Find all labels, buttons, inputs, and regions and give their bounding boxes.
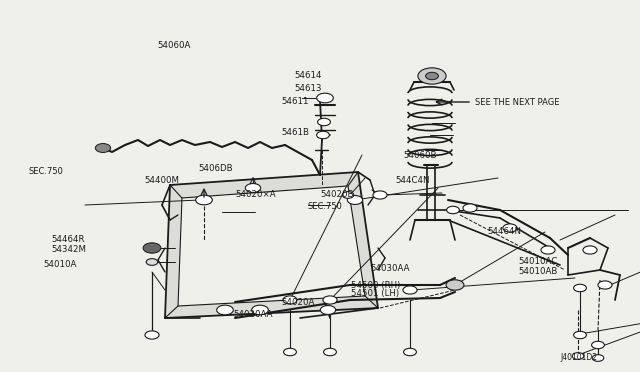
Text: 54464N: 54464N bbox=[488, 227, 522, 236]
Text: 54020×A: 54020×A bbox=[236, 190, 276, 199]
Text: 54010AB: 54010AB bbox=[518, 267, 558, 276]
Text: 54020AA: 54020AA bbox=[234, 310, 273, 319]
Circle shape bbox=[592, 355, 604, 361]
Text: 5406DB: 5406DB bbox=[198, 164, 233, 173]
Text: SEC.750: SEC.750 bbox=[29, 167, 63, 176]
Text: 54501 (LH): 54501 (LH) bbox=[351, 289, 399, 298]
Text: SEC.750: SEC.750 bbox=[307, 202, 342, 211]
Polygon shape bbox=[178, 186, 365, 306]
Circle shape bbox=[283, 296, 297, 304]
Circle shape bbox=[245, 183, 260, 192]
Polygon shape bbox=[165, 172, 378, 318]
Circle shape bbox=[404, 348, 417, 356]
Text: 54030AA: 54030AA bbox=[370, 264, 410, 273]
Circle shape bbox=[284, 348, 296, 356]
Circle shape bbox=[573, 284, 586, 292]
Text: 54500 (RH): 54500 (RH) bbox=[351, 281, 400, 290]
Circle shape bbox=[426, 72, 438, 80]
Circle shape bbox=[196, 195, 212, 205]
Text: 5461B: 5461B bbox=[282, 128, 310, 137]
Circle shape bbox=[503, 224, 517, 232]
Circle shape bbox=[317, 131, 330, 139]
Text: 54060A: 54060A bbox=[157, 41, 191, 50]
Circle shape bbox=[321, 305, 336, 314]
Circle shape bbox=[572, 353, 584, 359]
Circle shape bbox=[447, 206, 460, 214]
Circle shape bbox=[418, 68, 446, 84]
Text: 54010AC: 54010AC bbox=[518, 257, 557, 266]
Circle shape bbox=[463, 204, 477, 212]
Circle shape bbox=[403, 286, 417, 294]
Circle shape bbox=[145, 331, 159, 339]
Text: 54020B: 54020B bbox=[320, 190, 353, 199]
Circle shape bbox=[252, 305, 268, 315]
Circle shape bbox=[217, 305, 234, 315]
Text: 544C4N: 544C4N bbox=[396, 176, 430, 185]
Text: J40101D2: J40101D2 bbox=[560, 353, 597, 362]
Text: 54060B: 54060B bbox=[403, 151, 436, 160]
Text: 54020A: 54020A bbox=[282, 298, 315, 307]
Text: 54613: 54613 bbox=[294, 84, 322, 93]
Text: 54611: 54611 bbox=[282, 97, 309, 106]
Circle shape bbox=[541, 246, 555, 254]
Text: 54342M: 54342M bbox=[51, 246, 86, 254]
Circle shape bbox=[573, 331, 586, 339]
Circle shape bbox=[583, 246, 597, 254]
Circle shape bbox=[446, 280, 464, 290]
Circle shape bbox=[342, 192, 354, 198]
Circle shape bbox=[373, 191, 387, 199]
Circle shape bbox=[95, 144, 111, 153]
Text: 54464R: 54464R bbox=[51, 235, 84, 244]
Circle shape bbox=[317, 93, 333, 103]
Circle shape bbox=[147, 259, 157, 265]
Circle shape bbox=[143, 243, 161, 253]
Circle shape bbox=[317, 118, 330, 126]
Text: 54010A: 54010A bbox=[44, 260, 77, 269]
Circle shape bbox=[591, 341, 604, 349]
Text: 54614: 54614 bbox=[294, 71, 322, 80]
Text: 54400M: 54400M bbox=[144, 176, 179, 185]
Circle shape bbox=[598, 281, 612, 289]
Circle shape bbox=[348, 196, 363, 205]
Circle shape bbox=[323, 296, 337, 304]
Circle shape bbox=[324, 348, 337, 356]
Text: SEE THE NEXT PAGE: SEE THE NEXT PAGE bbox=[475, 97, 559, 106]
